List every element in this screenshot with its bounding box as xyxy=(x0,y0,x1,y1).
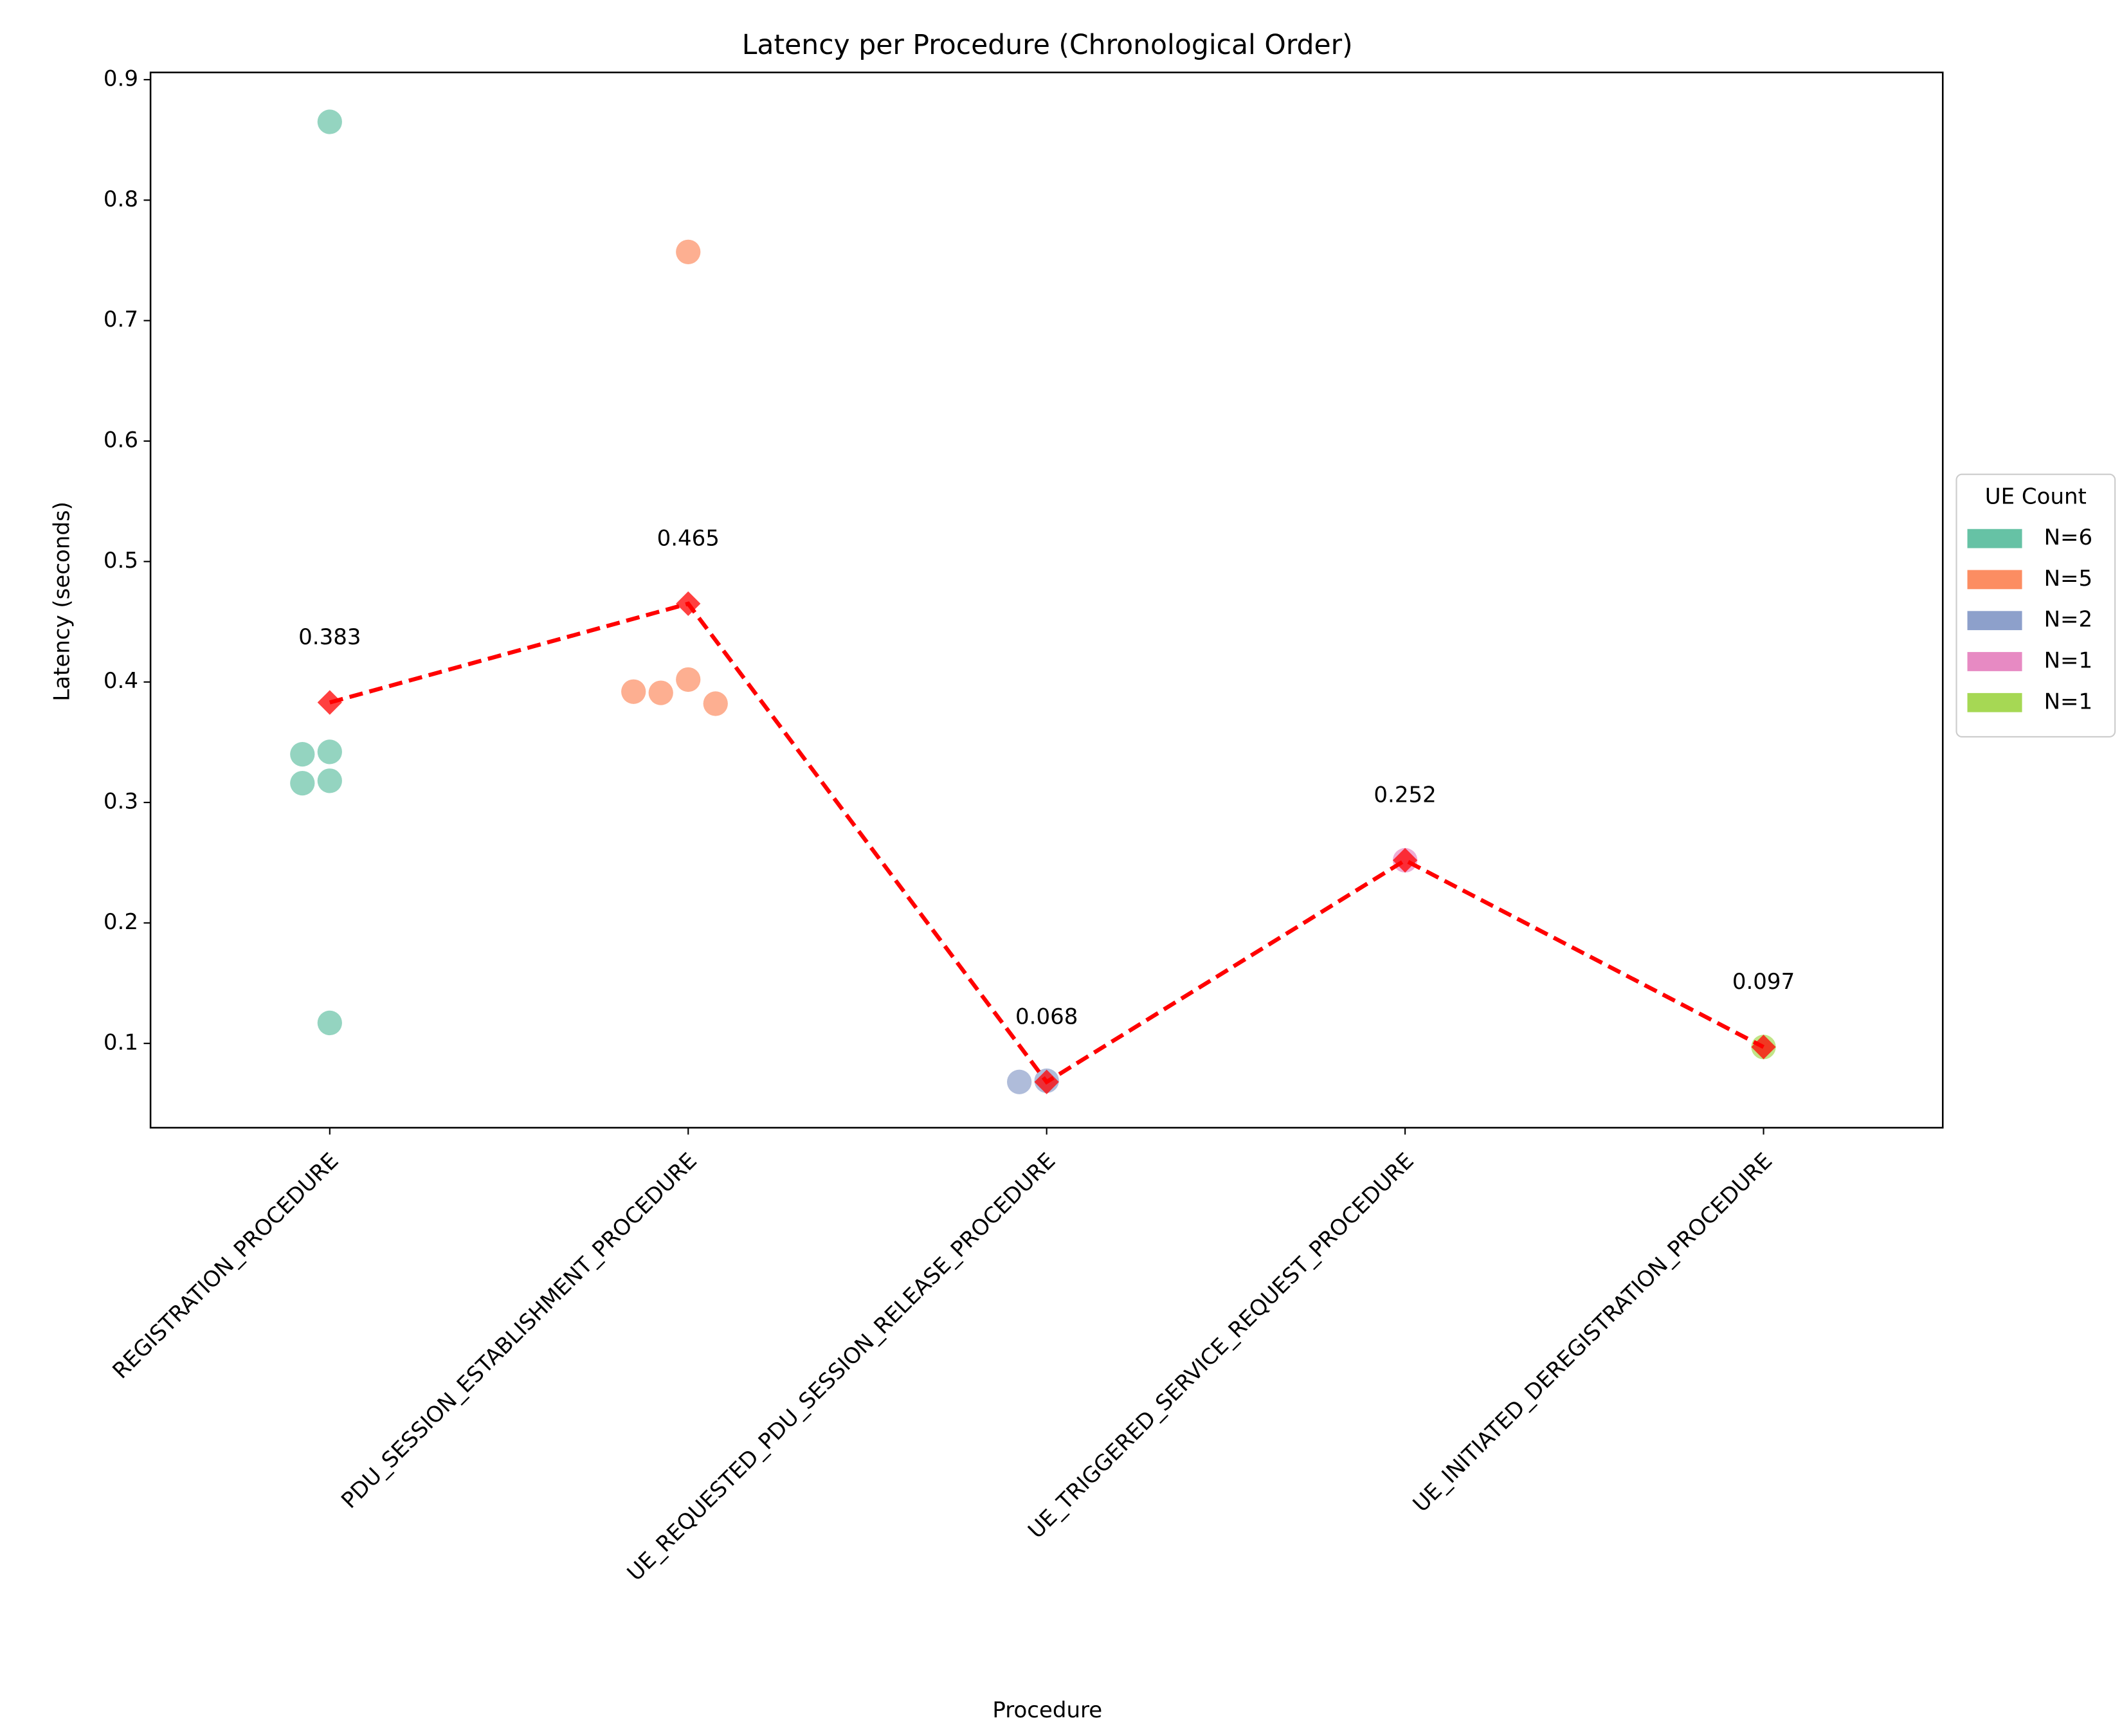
y-tick-label: 0.1 xyxy=(104,1029,138,1055)
x-tick-label: REGISTRATION_PROCEDURE xyxy=(107,1148,343,1384)
data-point xyxy=(676,239,701,264)
mean-label: 0.068 xyxy=(1015,1004,1078,1029)
data-point xyxy=(317,109,342,134)
legend-swatch xyxy=(1967,652,2022,671)
mean-label: 0.097 xyxy=(1732,969,1795,995)
legend-label: N=5 xyxy=(2044,566,2093,592)
y-tick-label: 0.2 xyxy=(104,909,138,935)
x-tick-label: UE_REQUESTED_PDU_SESSION_RELEASE_PROCEDU… xyxy=(622,1148,1060,1586)
data-point xyxy=(317,739,342,764)
y-tick-label: 0.7 xyxy=(104,307,138,332)
mean-marker xyxy=(317,690,342,715)
mean-label: 0.252 xyxy=(1374,782,1436,808)
y-tick-label: 0.5 xyxy=(104,548,138,574)
y-tick-label: 0.9 xyxy=(104,66,138,91)
legend-label: N=6 xyxy=(2044,525,2093,550)
mean-label: 0.465 xyxy=(657,526,720,552)
data-point xyxy=(317,1010,342,1036)
y-tick-label: 0.6 xyxy=(104,427,138,453)
data-point xyxy=(317,768,342,793)
legend-swatch xyxy=(1967,611,2022,631)
legend-label: N=1 xyxy=(2044,689,2093,714)
data-point xyxy=(1007,1069,1032,1094)
x-axis-label: Procedure xyxy=(992,1697,1102,1723)
legend-swatch xyxy=(1967,529,2022,548)
mean-label: 0.383 xyxy=(298,624,361,650)
plot-frame xyxy=(149,71,1944,1129)
chart-title: Latency per Procedure (Chronological Ord… xyxy=(742,30,1353,61)
y-tick-label: 0.3 xyxy=(104,789,138,815)
mean-marker xyxy=(1034,1069,1059,1094)
legend-swatch xyxy=(1967,692,2022,712)
y-tick-label: 0.4 xyxy=(104,668,138,694)
legend-label: N=2 xyxy=(2044,607,2093,633)
data-point xyxy=(290,741,315,767)
legend-label: N=1 xyxy=(2044,647,2093,673)
data-point xyxy=(703,691,728,716)
y-axis-label: Latency (seconds) xyxy=(50,502,75,701)
legend-title: UE Count xyxy=(1985,484,2087,509)
x-tick-label: PDU_SESSION_ESTABLISHMENT_PROCEDURE xyxy=(336,1148,702,1514)
legend-swatch xyxy=(1967,570,2022,590)
x-tick-label: UE_INITIATED_DEREGISTRATION_PROCEDURE xyxy=(1408,1148,1777,1517)
x-tick-label: UE_TRIGGERED_SERVICE_REQUEST_PROCEDURE xyxy=(1023,1148,1419,1544)
data-point xyxy=(290,770,315,796)
data-point xyxy=(676,667,701,692)
data-point xyxy=(621,679,646,704)
mean-marker xyxy=(676,591,701,617)
data-point xyxy=(648,680,673,705)
y-tick-label: 0.8 xyxy=(104,186,138,212)
